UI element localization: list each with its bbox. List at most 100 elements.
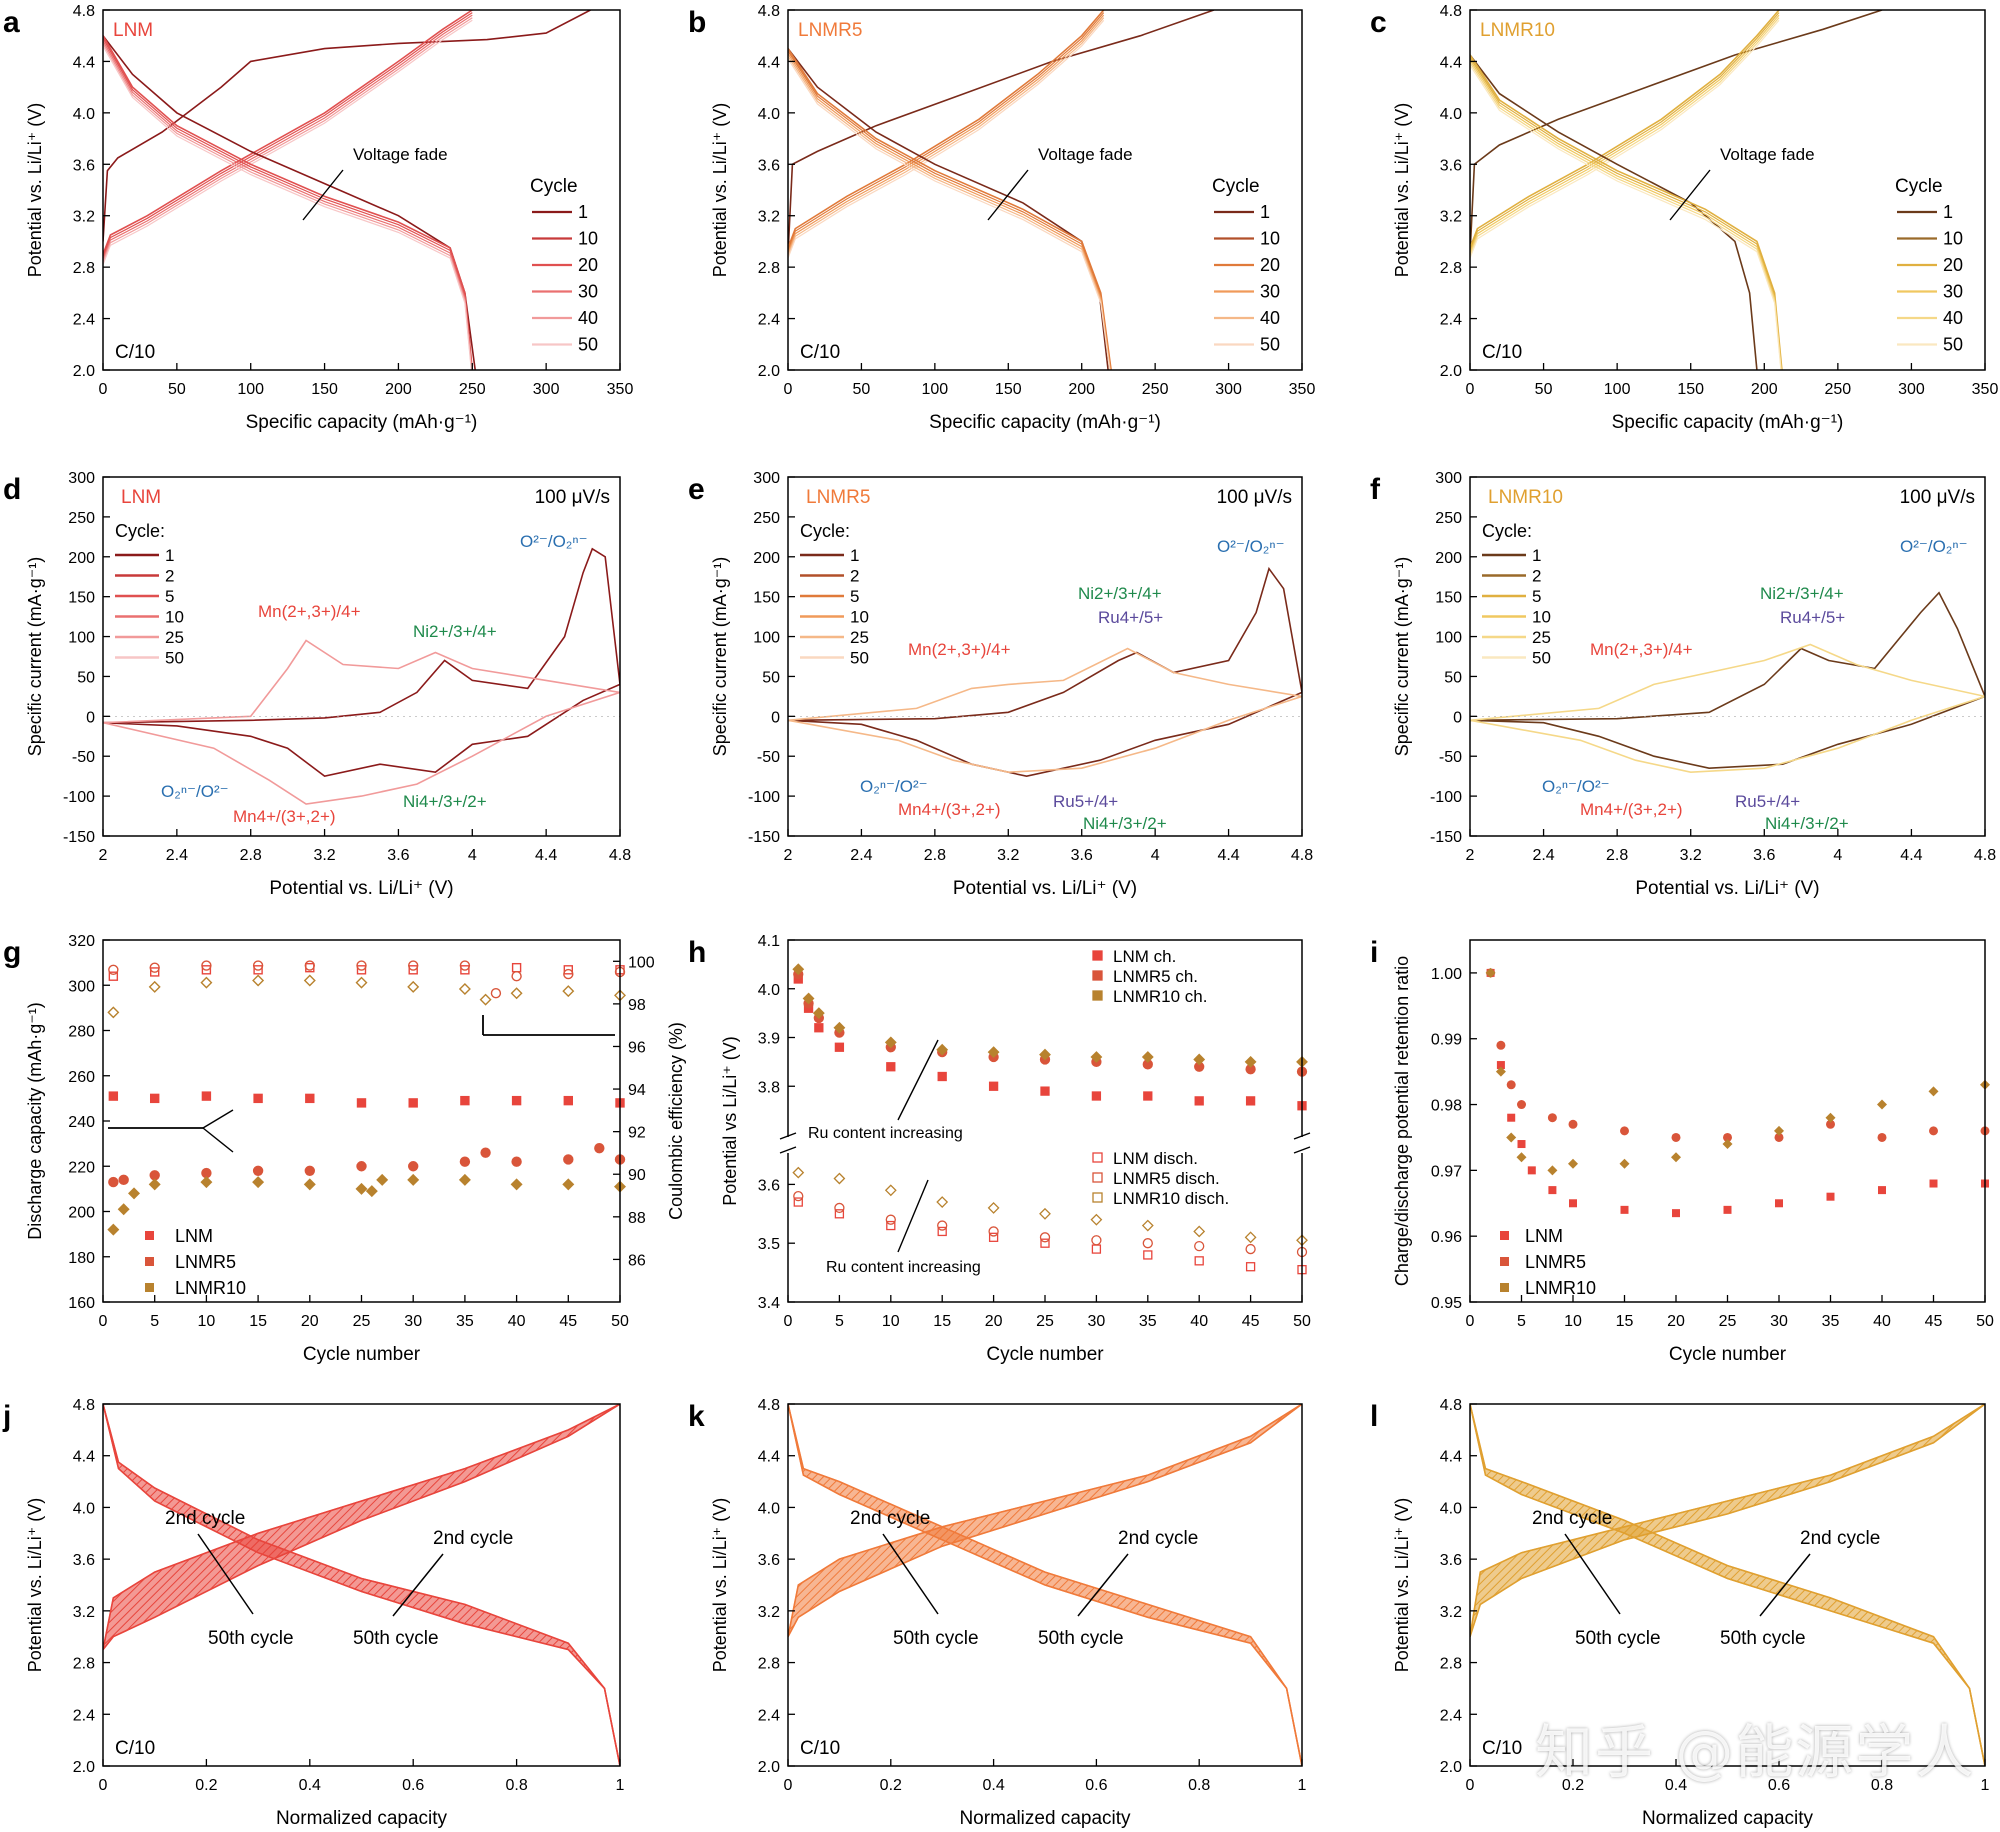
data-point (490, 988, 502, 999)
legend-label: 1 (1943, 202, 1953, 222)
watermark: 知乎 @能源学人 (1535, 1718, 1976, 1786)
legend-label: 50 (850, 649, 869, 668)
data-point (201, 960, 212, 971)
series-line (103, 19, 473, 265)
x-tick-label: 25 (353, 1313, 371, 1330)
x-tick-label: 40 (508, 1313, 526, 1330)
data-point (988, 1232, 999, 1242)
y-tick-label: 2.4 (758, 1707, 780, 1724)
y-axis-label: Specific current (mA·g⁻¹) (25, 557, 45, 757)
redox-annotation: Ru4+/5+ (1780, 608, 1845, 627)
data-point (1826, 1119, 1835, 1129)
legend-label: 2 (1532, 567, 1541, 586)
x-tick-label: 30 (404, 1313, 422, 1330)
y-tick-label: 2.0 (73, 1759, 95, 1776)
series-line (1470, 1404, 1985, 1766)
x-tick-label: 0.2 (195, 1777, 217, 1794)
y-tick-label-right: 98 (628, 997, 646, 1014)
x-tick-label: 25 (1036, 1313, 1054, 1330)
x-tick-label: 250 (459, 381, 486, 398)
data-point (252, 974, 265, 987)
y-tick-label: 150 (68, 590, 95, 607)
panel-letter: g (3, 936, 21, 969)
data-point (1775, 1199, 1783, 1208)
series-line (103, 38, 473, 370)
data-point (1040, 1086, 1050, 1096)
x-tick-label: 250 (1142, 381, 1169, 398)
x-tick-label: 0.4 (982, 1777, 1004, 1794)
plot-area (1470, 1404, 1985, 1766)
x-tick-label: 0 (784, 1313, 793, 1330)
plot-frame-6 (102, 939, 621, 1303)
series-line (788, 50, 1112, 370)
redox-annotation: Ru5+/4+ (1053, 792, 1118, 811)
x-tick-label: 40 (1873, 1313, 1891, 1330)
series-line (103, 10, 473, 255)
rate-label: C/10 (1482, 342, 1522, 363)
x-tick-label: 45 (1242, 1313, 1260, 1330)
plot-area (103, 10, 591, 370)
y-tick-label: 3.6 (758, 157, 780, 174)
x-tick-label: 0 (99, 1313, 108, 1330)
panel-letter: e (688, 473, 705, 506)
series-line (788, 1404, 1302, 1638)
legend-label: 10 (1532, 608, 1551, 627)
y-tick-label: 3.5 (758, 1236, 780, 1253)
plot-area (103, 547, 620, 805)
x-tick-label: 20 (1667, 1313, 1685, 1330)
data-point (510, 987, 523, 1000)
annotation-left-50th: 50th cycle (208, 1628, 294, 1649)
x-tick-label: 0.4 (1665, 1777, 1687, 1794)
y-tick-label: 0.96 (1431, 1229, 1462, 1246)
series-line (788, 53, 1112, 370)
series-line (103, 1404, 620, 1766)
y-tick-label: 3.2 (73, 209, 95, 226)
y-tick-label: 2.8 (73, 1656, 95, 1673)
y-axis-label-right: Coulombic efficiency (%) (666, 1022, 686, 1220)
data-point (793, 1197, 803, 1207)
legend-label: 1 (850, 546, 859, 565)
legend-label: 1 (578, 202, 588, 222)
y-tick-label: 2.8 (758, 1656, 780, 1673)
data-point (252, 1176, 265, 1189)
x-tick-label: 2 (99, 847, 108, 864)
x-tick-label: 150 (1677, 381, 1704, 398)
data-point (118, 1174, 129, 1186)
annotation-right-50th: 50th cycle (1038, 1628, 1124, 1649)
y-tick-label: 300 (1435, 470, 1462, 487)
legend-swatch (1092, 1152, 1103, 1163)
data-point (408, 1161, 419, 1172)
x-tick-label: 3.2 (313, 847, 335, 864)
y-tick-label: 250 (753, 510, 780, 527)
arrow (1564, 1533, 1621, 1615)
x-tick-label: 35 (456, 1313, 474, 1330)
series-line (1470, 62, 1782, 370)
data-point (355, 1182, 368, 1195)
capacity-axis-arrow (202, 1109, 234, 1129)
redox-annotation: Mn(2+,3+)/4+ (908, 640, 1011, 659)
data-point (511, 962, 522, 973)
data-point (563, 1095, 573, 1106)
x-tick-label: 50 (1535, 381, 1553, 398)
data-point (1619, 1158, 1630, 1169)
voltage-fade-label: Voltage fade (1038, 145, 1133, 164)
y-tick-label: 4.4 (73, 54, 95, 71)
legend-label: 25 (1532, 628, 1551, 647)
data-point (1091, 1235, 1102, 1246)
x-axis-label: Potential vs. Li/Li⁺ (V) (1635, 878, 1819, 899)
legend-label: 10 (578, 229, 598, 249)
data-point (1620, 1205, 1629, 1214)
data-point (252, 960, 264, 971)
y-tick-label: 0.99 (1431, 1032, 1462, 1049)
y-tick-label: 3.8 (758, 1079, 780, 1096)
series-line (788, 58, 1111, 370)
y-tick-label: 3.2 (1440, 209, 1462, 226)
data-point (252, 1165, 264, 1176)
y-tick-label-right: 94 (628, 1082, 646, 1099)
y-tick-label: 4.1 (758, 933, 780, 950)
data-point (1039, 1048, 1051, 1061)
y-tick-label: 2.8 (758, 260, 780, 277)
y-tick-label: -150 (1430, 829, 1462, 846)
y-tick-label: 2.4 (758, 312, 780, 329)
